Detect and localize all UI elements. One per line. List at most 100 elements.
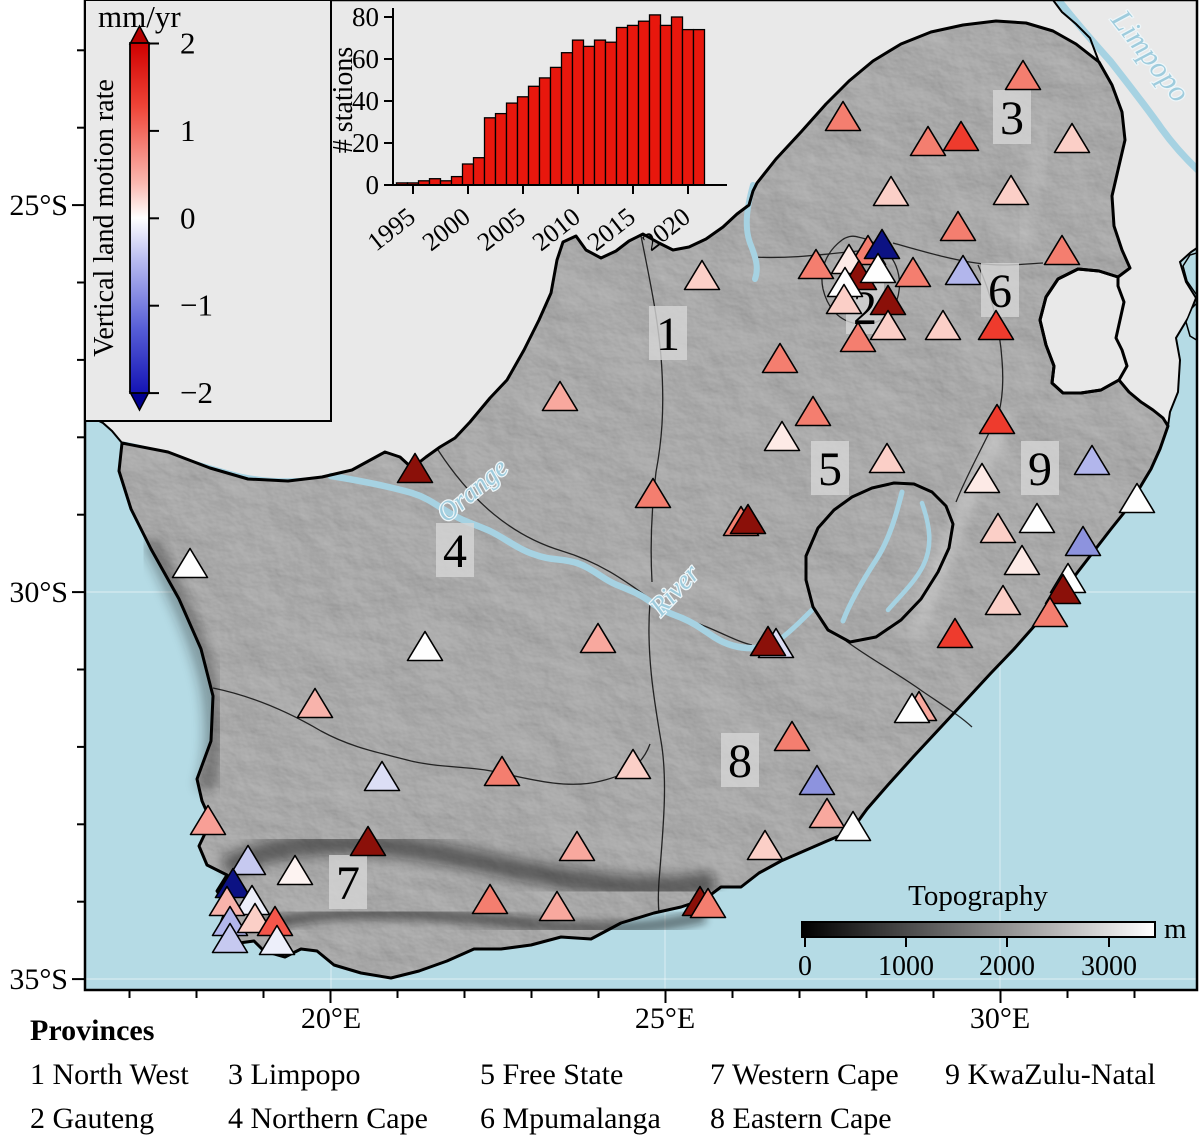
station-marker: [258, 924, 296, 956]
colorbar-gradient: [129, 42, 150, 394]
station-marker: [808, 797, 846, 829]
station-marker: [171, 547, 209, 579]
station-marker: [689, 887, 727, 919]
histogram-bar: [494, 112, 508, 186]
lat-tick-label: 25°S: [9, 189, 68, 222]
station-marker: [558, 830, 596, 862]
station-marker: [942, 120, 980, 152]
station-marker: [939, 210, 977, 242]
station-marker: [229, 844, 267, 876]
histogram-bar: [538, 77, 552, 186]
station-marker: [1073, 444, 1111, 476]
histogram-bar: [527, 85, 541, 186]
station-marker: [763, 420, 801, 452]
histogram-bar: [560, 52, 574, 186]
hist-y-tick-label: 60: [352, 44, 379, 74]
stations-layer: [171, 59, 1156, 956]
histogram-bar: [549, 66, 563, 186]
station-marker: [1053, 122, 1091, 154]
province-number-box: [649, 306, 687, 360]
histogram-bar: [582, 45, 596, 186]
legend-item: 9 KwaZulu-Natal: [945, 1058, 1156, 1091]
province-number: 4: [443, 525, 467, 578]
station-marker: [1003, 544, 1041, 576]
station-marker: [1018, 502, 1056, 534]
topo-unit: m: [1164, 913, 1187, 945]
station-marker: [1004, 59, 1042, 91]
histogram-bar: [483, 117, 497, 186]
topo-gradient-bar: [801, 921, 1156, 938]
histogram-bar: [626, 24, 640, 186]
station-marker: [1031, 596, 1069, 628]
station-marker: [729, 503, 767, 535]
station-marker: [824, 100, 862, 132]
station-marker: [869, 309, 907, 341]
station-marker: [798, 764, 836, 796]
hist-y-tick-label: 0: [366, 170, 380, 200]
province-number-box: [329, 855, 367, 909]
station-marker: [406, 630, 444, 662]
station-marker: [614, 748, 652, 780]
legend-item: 8 Eastern Cape: [710, 1102, 892, 1135]
station-marker: [839, 321, 877, 353]
station-marker: [579, 622, 617, 654]
station-marker: [538, 890, 576, 922]
zimbabwe-border: [1052, 0, 1100, 63]
topo-tick-label: 3000: [1081, 951, 1137, 982]
histogram-bar: [681, 28, 695, 186]
station-marker: [936, 617, 974, 649]
histogram-bar: [692, 28, 706, 186]
legend-item: 7 Western Cape: [710, 1058, 899, 1091]
legend-item: 2 Gauteng: [30, 1102, 154, 1135]
station-marker: [349, 825, 387, 857]
legend-item: 4 Northern Cape: [228, 1102, 428, 1135]
maputo-bay: [1182, 252, 1197, 342]
hist-y-tick-label: 80: [352, 2, 379, 32]
histogram-bar: [670, 16, 684, 186]
station-marker: [977, 309, 1015, 341]
south-africa-border: [117, 19, 1170, 980]
topo-title: Topography: [908, 880, 1048, 912]
province-number-box: [1021, 441, 1059, 495]
topo-scale: Topography 0 1000 2000 3000 m: [798, 880, 1187, 982]
legend-title: Provinces: [30, 1014, 154, 1047]
histogram-bar: [604, 41, 618, 186]
colorbar-tick-label: −1: [180, 288, 213, 323]
province-number: 5: [818, 443, 842, 496]
legend-item: 5 Free State: [480, 1058, 623, 1091]
station-marker: [963, 462, 1001, 494]
topo-tick-label: 2000: [979, 951, 1035, 982]
province-number-box: [981, 263, 1019, 317]
station-marker: [992, 174, 1030, 206]
lon-tick-label: 25°E: [635, 1002, 695, 1035]
histogram-bar: [615, 26, 629, 186]
hist-ylabel: # stations: [328, 47, 359, 154]
map-axis-ticks: [72, 49, 1136, 1003]
station-marker: [396, 452, 434, 484]
station-marker: [834, 810, 872, 842]
province-number: 1: [656, 308, 680, 361]
station-marker: [979, 512, 1017, 544]
colorbar-tick-label: −2: [180, 375, 213, 410]
station-marker: [893, 692, 931, 724]
histogram-bar: [516, 96, 530, 186]
histogram-bar: [461, 163, 475, 186]
histogram-bar: [648, 14, 662, 186]
station-marker: [825, 283, 863, 315]
station-marker: [924, 309, 962, 341]
legend-item: 3 Limpopo: [228, 1058, 361, 1091]
station-marker: [909, 125, 947, 157]
lat-tick-label: 30°S: [9, 576, 68, 609]
province-number: 7: [336, 857, 360, 910]
station-marker: [541, 380, 579, 412]
histogram-bars: [395, 14, 706, 186]
station-marker: [296, 687, 334, 719]
topo-tick-label: 0: [798, 951, 812, 982]
station-marker: [1064, 525, 1102, 557]
station-marker: [868, 442, 906, 474]
histogram-bar: [659, 24, 673, 186]
station-marker: [1043, 234, 1081, 266]
map-axis-labels: 20°E 25°E 30°E 25°S 30°S 35°S: [9, 189, 1030, 1035]
